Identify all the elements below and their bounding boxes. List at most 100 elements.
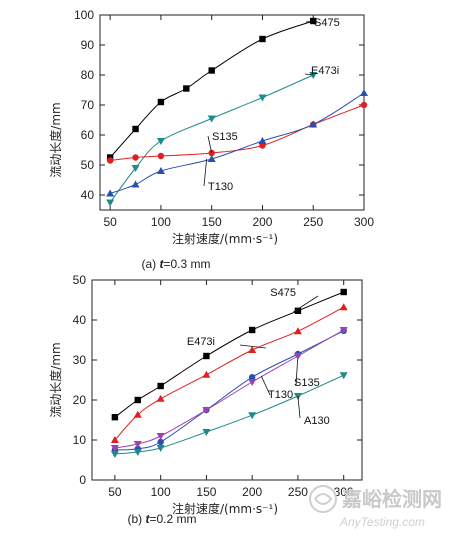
series-E473i: E473i xyxy=(106,65,339,207)
series-line-S475 xyxy=(114,291,344,418)
x-tick-label: 300 xyxy=(334,485,354,499)
data-point-E473i xyxy=(258,94,267,102)
leader-line-S475 xyxy=(293,295,319,313)
data-point-E473i xyxy=(156,138,165,145)
x-tick-label: 200 xyxy=(242,485,262,499)
data-point-T130 xyxy=(339,327,348,334)
data-point-S475 xyxy=(248,326,256,334)
data-point-T130 xyxy=(202,407,211,414)
data-point-E473i xyxy=(248,346,257,353)
chart-caption: (b) t=0.2 mm xyxy=(127,512,196,526)
x-tick-label: 100 xyxy=(151,485,171,499)
chart-b: 50 100 150 200 250 300 0 10 20 30 40 50 流动长度/mm 注射速度/… xyxy=(48,273,363,526)
data-point-T130 xyxy=(360,89,368,96)
x-tick-label: 50 xyxy=(108,485,122,499)
series-E473i: E473i xyxy=(110,303,348,443)
leader-line-E473i xyxy=(239,344,266,349)
leader-line-T130 xyxy=(260,375,271,396)
y-axis-label: 流动长度/mm xyxy=(48,342,63,417)
data-point-S135 xyxy=(132,154,139,161)
series-line-E473i xyxy=(109,74,314,203)
watermark-cn: 嘉峪检测网 xyxy=(341,487,442,511)
data-point-T130 xyxy=(293,353,302,360)
series-label-S135: S135 xyxy=(294,377,320,389)
data-point-S135 xyxy=(106,157,114,164)
data-point-E473i xyxy=(133,410,142,418)
leader-line-T130 xyxy=(203,158,208,187)
data-point-S475 xyxy=(134,396,141,404)
data-point-T130 xyxy=(207,155,216,162)
watermark-logo-mark xyxy=(314,493,333,505)
y-tick-label: 50 xyxy=(81,158,95,172)
x-tick-label: 200 xyxy=(252,215,272,229)
y-tick-label: 40 xyxy=(73,313,87,327)
x-tick-label: 250 xyxy=(288,485,308,499)
chart-caption: (a) t=0.3 mm xyxy=(141,257,210,271)
series-label-E473i: E473i xyxy=(187,336,215,348)
data-point-T130 xyxy=(248,379,257,386)
data-point-E473i xyxy=(339,303,348,311)
watermark-logo-icon xyxy=(309,485,337,513)
series-label-E473i: E473i xyxy=(311,65,339,77)
data-point-S135 xyxy=(360,101,368,109)
data-point-E473i xyxy=(110,436,119,443)
data-point-E473i xyxy=(309,72,318,79)
data-point-S475 xyxy=(259,35,266,43)
data-point-S475 xyxy=(203,352,210,360)
x-tick-label: 50 xyxy=(103,215,117,229)
data-point-S475 xyxy=(111,414,119,421)
data-point-S475 xyxy=(132,125,139,133)
data-point-S135 xyxy=(248,374,256,381)
y-tick-label: 10 xyxy=(73,433,87,447)
leader-line-S135 xyxy=(207,135,213,154)
series-label-S475: S475 xyxy=(314,17,340,29)
y-tick-label: 60 xyxy=(81,128,95,142)
x-axis-label: 注射速度/(mm·s⁻¹) xyxy=(172,231,278,246)
data-point-T130 xyxy=(309,120,318,128)
series-label-T130: T130 xyxy=(208,181,233,193)
leader-line-A130 xyxy=(297,395,301,419)
x-tick-label: 100 xyxy=(151,215,171,229)
data-point-A130 xyxy=(248,412,257,420)
data-point-S475 xyxy=(294,307,302,314)
data-point-T130 xyxy=(110,445,119,452)
data-point-E473i xyxy=(293,327,302,335)
series-A130: A130 xyxy=(110,372,348,458)
data-point-E473i xyxy=(207,115,216,123)
series-label-S475: S475 xyxy=(270,287,296,299)
watermark-en: AnyTesting.com xyxy=(339,515,425,529)
series-label-A130: A130 xyxy=(304,415,330,427)
series-S475: S475 xyxy=(111,287,347,421)
data-point-T130 xyxy=(156,433,165,440)
data-point-A130 xyxy=(133,449,142,456)
series-label-T130: T130 xyxy=(268,389,293,401)
x-tick-label: 300 xyxy=(354,215,374,229)
series-T130: T130 xyxy=(106,89,368,197)
data-point-E473i xyxy=(202,370,211,378)
data-point-T130 xyxy=(156,167,165,174)
data-point-A130 xyxy=(202,429,211,436)
y-tick-label: 100 xyxy=(74,8,94,22)
data-point-T130 xyxy=(106,189,115,197)
data-point-S475 xyxy=(157,382,164,390)
series-label-S135: S135 xyxy=(212,131,238,143)
data-point-A130 xyxy=(110,451,119,458)
y-tick-label: 0 xyxy=(79,473,86,487)
leader-line-E473i xyxy=(304,73,314,76)
y-tick-label: 90 xyxy=(81,38,95,52)
y-tick-label: 20 xyxy=(73,393,87,407)
x-tick-label: 150 xyxy=(202,215,222,229)
data-point-T130 xyxy=(133,441,142,448)
data-point-S475 xyxy=(157,98,165,106)
series-T130: T130 xyxy=(110,327,348,452)
x-tick-label: 250 xyxy=(303,215,323,229)
y-tick-label: 80 xyxy=(81,68,95,82)
x-tick-label: 150 xyxy=(196,485,216,499)
series-S475: S475 xyxy=(106,17,340,161)
data-point-S475 xyxy=(208,67,215,74)
data-point-A130 xyxy=(339,372,348,380)
leader-line-S475 xyxy=(305,20,314,23)
y-tick-label: 40 xyxy=(81,188,95,202)
plot-frame xyxy=(99,14,365,211)
